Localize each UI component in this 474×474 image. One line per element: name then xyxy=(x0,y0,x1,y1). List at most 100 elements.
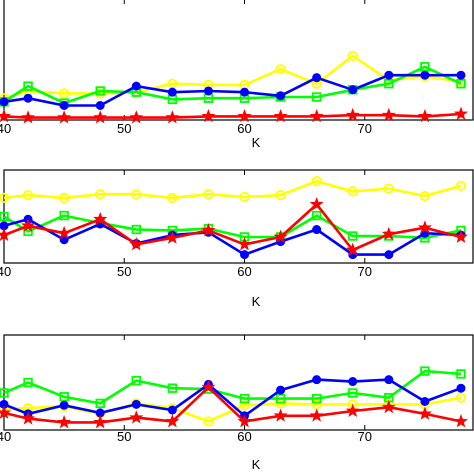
data-point xyxy=(23,93,33,103)
series-path xyxy=(3,203,462,252)
series-path xyxy=(3,54,462,100)
data-point xyxy=(95,100,105,110)
x-axis-label: K xyxy=(252,294,261,309)
data-point xyxy=(417,109,432,123)
data-point xyxy=(131,375,141,386)
data-point xyxy=(0,211,9,222)
data-point xyxy=(381,226,396,241)
data-point xyxy=(203,416,214,427)
data-point xyxy=(93,415,108,429)
data-point xyxy=(312,225,322,235)
series-line xyxy=(0,106,469,124)
data-point xyxy=(348,231,358,241)
data-point xyxy=(453,106,469,120)
data-point xyxy=(240,250,250,260)
data-point xyxy=(420,366,430,376)
data-point xyxy=(0,405,12,419)
data-point xyxy=(21,218,36,232)
data-point xyxy=(167,87,177,97)
x-tick-label: 60 xyxy=(237,429,251,444)
data-point xyxy=(203,189,214,200)
data-point xyxy=(453,229,469,243)
data-point xyxy=(239,400,250,411)
data-point xyxy=(276,91,286,101)
plot-frame xyxy=(3,0,474,121)
data-point xyxy=(311,176,322,187)
data-point xyxy=(237,414,252,428)
series-line xyxy=(0,379,469,429)
x-tick-label: 50 xyxy=(117,429,131,444)
x-axis-label: K xyxy=(252,135,261,150)
data-point xyxy=(309,109,324,123)
data-point xyxy=(239,191,250,203)
data-point xyxy=(275,393,286,404)
data-point xyxy=(93,110,108,124)
series-line xyxy=(0,214,466,260)
x-tick-label: 70 xyxy=(358,264,372,279)
data-point xyxy=(276,385,286,395)
data-point xyxy=(348,388,358,398)
data-point xyxy=(309,197,324,211)
data-point xyxy=(453,414,469,428)
data-point xyxy=(348,85,358,95)
data-point xyxy=(384,79,394,89)
data-point xyxy=(347,50,358,61)
series-line xyxy=(0,375,466,421)
x-tick-label: 40 xyxy=(0,121,11,136)
data-point xyxy=(455,392,467,403)
data-point xyxy=(275,64,286,75)
data-point xyxy=(129,110,144,124)
data-point xyxy=(21,411,36,425)
data-point xyxy=(456,383,466,393)
data-point xyxy=(240,87,250,97)
data-point xyxy=(237,109,252,123)
x-axis-label: K xyxy=(252,457,261,472)
plot-frame xyxy=(3,169,474,264)
x-tick-label: 40 xyxy=(0,429,11,444)
data-point xyxy=(273,109,288,123)
data-point xyxy=(59,100,69,110)
data-point xyxy=(59,400,69,410)
data-point xyxy=(59,210,69,221)
data-point xyxy=(23,81,33,91)
series-line xyxy=(0,176,467,203)
data-point xyxy=(383,183,394,194)
series-path xyxy=(3,112,462,119)
series-line xyxy=(0,50,467,104)
series-path xyxy=(3,179,462,200)
x-tick-label: 70 xyxy=(358,121,372,136)
data-point xyxy=(131,189,142,200)
data-point xyxy=(381,107,396,122)
data-point xyxy=(0,192,10,203)
data-point xyxy=(0,388,9,398)
data-point xyxy=(348,377,358,387)
data-point xyxy=(129,410,144,424)
data-point xyxy=(59,192,70,203)
data-point xyxy=(312,375,322,385)
subplot-top: 40 50 60 70 K xyxy=(0,0,474,150)
x-tick-label: 60 xyxy=(237,264,251,279)
data-point xyxy=(347,186,358,197)
subplot-bottom: 40 50 60 70 K xyxy=(0,334,474,472)
data-point xyxy=(417,220,432,234)
data-point xyxy=(0,109,12,123)
data-point xyxy=(167,383,178,393)
data-point xyxy=(57,415,72,429)
subplot-middle: 40 50 60 70 K xyxy=(0,169,474,309)
data-point xyxy=(21,110,36,124)
data-point xyxy=(312,73,322,83)
data-point xyxy=(165,413,180,428)
data-point xyxy=(417,406,432,420)
data-point xyxy=(384,70,394,80)
data-point xyxy=(23,377,33,388)
x-tick-label: 50 xyxy=(117,264,131,279)
data-point xyxy=(93,211,108,226)
data-point xyxy=(165,110,180,124)
series-line xyxy=(0,70,466,110)
data-point xyxy=(237,237,252,251)
series-path xyxy=(3,73,461,107)
data-point xyxy=(345,107,360,122)
series-path xyxy=(3,369,462,405)
plot-frame xyxy=(3,334,474,431)
